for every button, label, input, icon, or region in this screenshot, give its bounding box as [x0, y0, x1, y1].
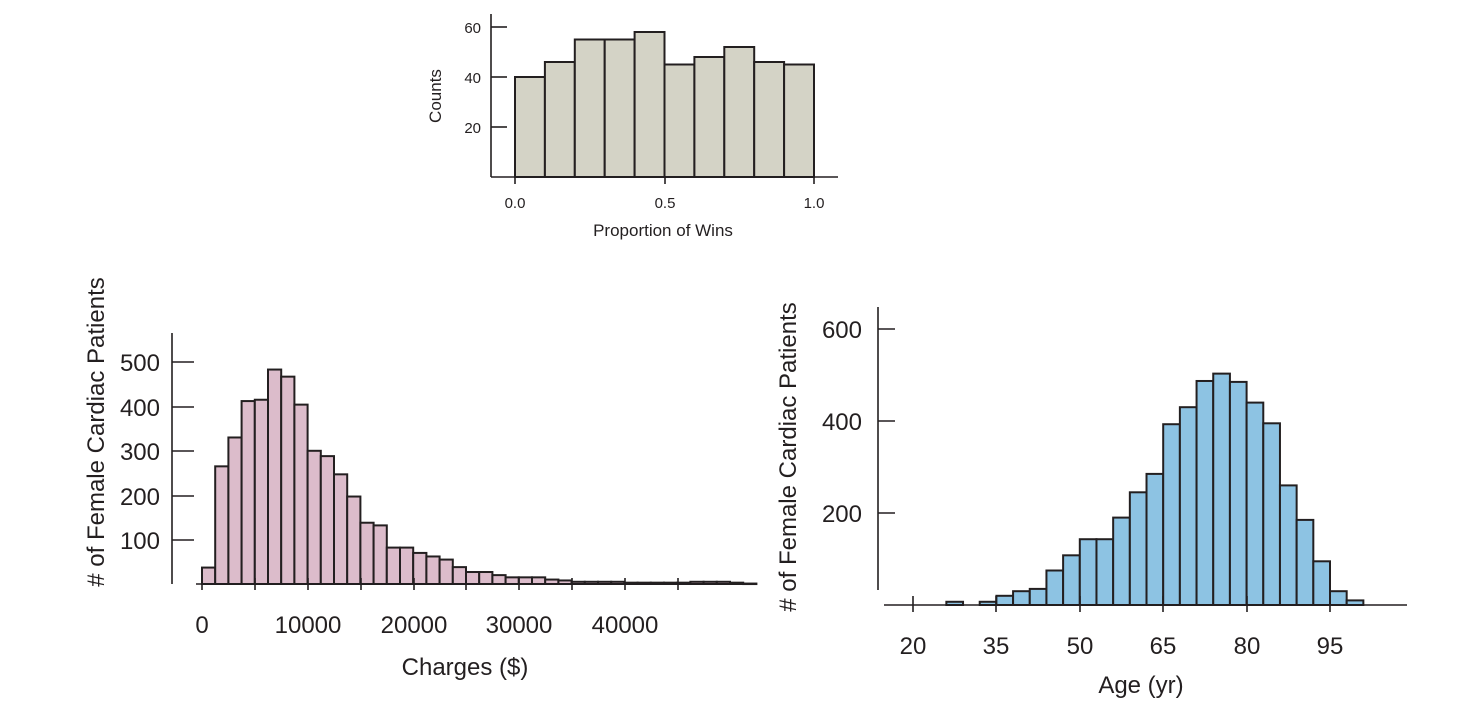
histogram-bar — [438, 558, 454, 586]
charges-histogram: 500 400 300 200 100 0 10000 20000 30000 … — [83, 277, 758, 681]
histogram-bar — [1295, 518, 1315, 607]
histogram-bar — [240, 400, 256, 585]
histogram-bar — [693, 56, 726, 178]
charges-bars — [201, 368, 758, 586]
histogram-bar — [514, 76, 546, 178]
age-histogram: 600 400 200 20 35 50 65 80 95 Age (yr) #… — [775, 302, 1407, 699]
x-axis-label: Proportion of Wins — [593, 221, 733, 240]
histogram-bar — [742, 582, 758, 586]
y-tick-label: 40 — [464, 70, 481, 87]
histogram-bar — [1112, 516, 1131, 606]
histogram-bar — [1062, 554, 1081, 607]
x-tick-label: 0 — [195, 612, 208, 639]
histogram-bar — [1195, 379, 1215, 607]
histogram-bar — [1228, 380, 1248, 606]
x-tick-label: 1.0 — [804, 195, 825, 212]
histogram-bar — [201, 566, 217, 586]
histogram-bar — [783, 63, 815, 178]
histogram-bar — [346, 495, 362, 586]
histogram-bar — [543, 61, 576, 178]
x-tick-label: 40000 — [592, 612, 659, 639]
y-tick-label: 400 — [822, 409, 862, 436]
histogram-bar — [1278, 484, 1298, 606]
x-tick-label: 20000 — [381, 612, 448, 639]
histogram-bar — [412, 551, 428, 585]
histogram-bar — [517, 576, 533, 586]
histogram-bar — [253, 398, 270, 585]
histogram-bar — [995, 594, 1015, 606]
y-tick-label: 200 — [822, 501, 862, 528]
x-axis-label: Charges ($) — [402, 654, 529, 681]
histogram-bar — [1178, 406, 1198, 607]
histogram-bar — [1012, 590, 1031, 607]
proportion-of-wins-bars — [514, 31, 815, 178]
histogram-bar — [267, 368, 283, 585]
x-tick-label: 95 — [1317, 633, 1344, 660]
histogram-bar — [478, 571, 494, 586]
x-tick-label: 50 — [1067, 633, 1094, 660]
y-axis-label: # of Female Cardiac Patients — [775, 302, 802, 611]
histogram-bar — [723, 46, 756, 178]
histogram-bar — [603, 38, 636, 178]
histogram-bar — [451, 566, 467, 585]
y-tick-label: 200 — [120, 484, 160, 511]
histogram-bar — [280, 375, 296, 586]
x-tick-label: 30000 — [486, 612, 553, 639]
histogram-bar — [1162, 423, 1181, 606]
y-tick-label: 60 — [464, 20, 481, 37]
x-axis-label: Age (yr) — [1098, 672, 1183, 699]
histogram-bar — [372, 524, 388, 586]
x-tick-label: 35 — [983, 633, 1010, 660]
y-tick-label: 100 — [120, 528, 160, 555]
histogram-bar — [531, 576, 547, 586]
histogram-bar — [729, 581, 745, 586]
age-bars — [945, 372, 1365, 607]
y-axis-label: # of Female Cardiac Patients — [83, 277, 110, 586]
histogram-bar — [319, 455, 335, 585]
y-tick-label: 600 — [822, 317, 862, 344]
histogram-bar — [1028, 587, 1048, 607]
histogram-bar — [753, 61, 786, 178]
x-tick-label: 20 — [900, 633, 927, 660]
x-tick-label: 0.5 — [655, 195, 676, 212]
histogram-bar — [573, 38, 606, 178]
x-tick-label: 10000 — [275, 612, 342, 639]
histogram-bar — [465, 571, 481, 586]
histogram-bar — [1262, 422, 1281, 606]
histogram-bar — [1078, 538, 1098, 606]
histogram-bar — [227, 436, 243, 586]
x-tick-label: 65 — [1150, 633, 1177, 660]
histogram-bar — [1145, 472, 1165, 606]
y-tick-label: 500 — [120, 350, 160, 377]
x-tick-label: 0.0 — [505, 195, 526, 212]
histogram-bar — [504, 576, 520, 586]
y-axis-label: Counts — [426, 69, 445, 123]
histogram-bar — [359, 521, 375, 586]
x-tick-label: 80 — [1234, 633, 1261, 660]
histogram-bar — [425, 555, 441, 585]
histogram-bar — [333, 473, 349, 585]
y-tick-label: 300 — [120, 439, 160, 466]
histogram-bar — [1212, 372, 1231, 606]
histogram-bar — [491, 574, 507, 585]
histogram-bar — [214, 465, 230, 585]
histogram-bar — [399, 546, 415, 585]
histogram-bar — [306, 449, 322, 585]
histogram-bar — [293, 403, 309, 585]
histogram-bar — [1128, 491, 1148, 606]
histogram-bar — [663, 63, 696, 178]
proportion-of-wins-histogram: 60 40 20 0.0 0.5 1.0 Proportion of Wins … — [426, 14, 838, 240]
y-tick-label: 400 — [120, 395, 160, 422]
y-tick-label: 20 — [464, 120, 481, 137]
histogram-bar — [633, 31, 666, 178]
histogram-bar — [1329, 590, 1348, 607]
histogram-bar — [1045, 569, 1065, 606]
histogram-bar — [385, 546, 401, 585]
histogram-bar — [1245, 401, 1265, 606]
histogram-bar — [1095, 538, 1115, 606]
histogram-bar — [1312, 560, 1331, 606]
